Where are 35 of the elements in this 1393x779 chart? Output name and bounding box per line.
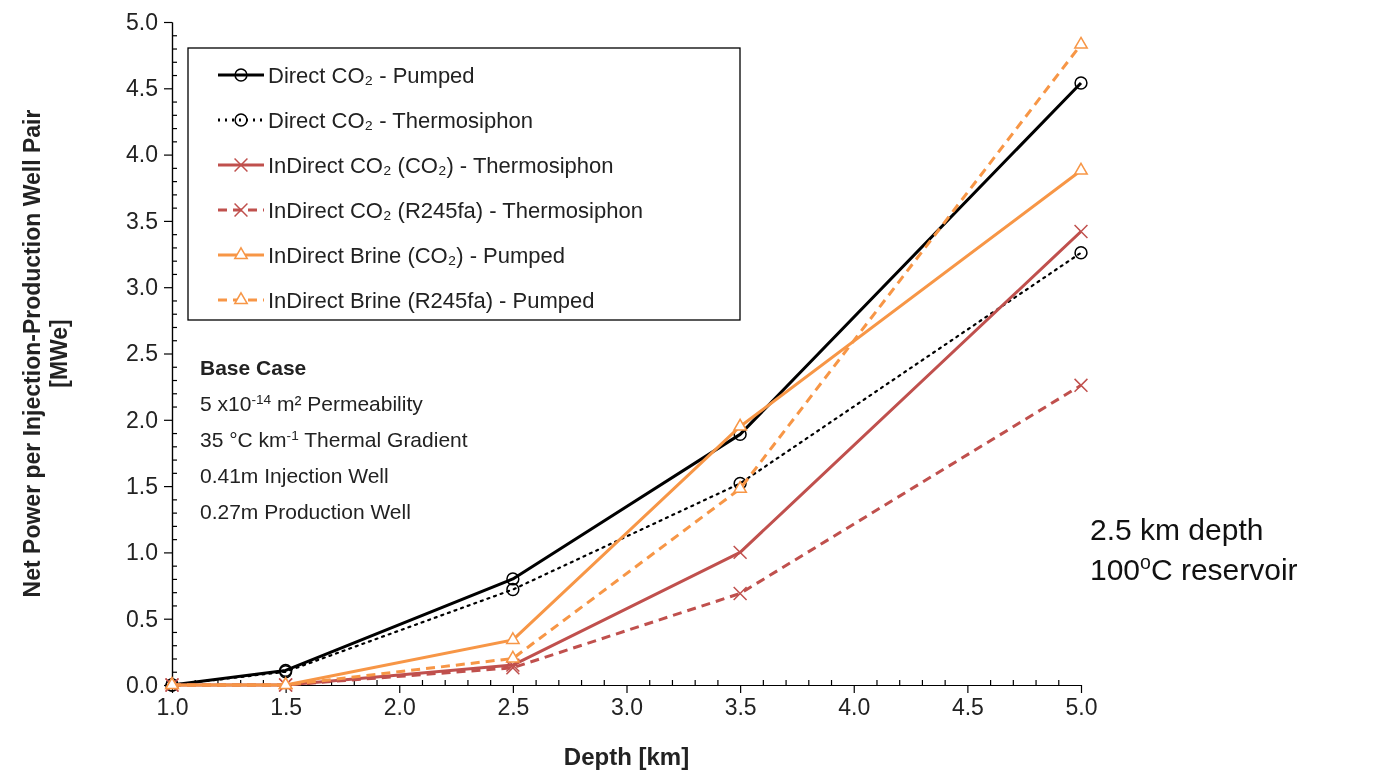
y-tick-label: 3.5 bbox=[126, 207, 158, 234]
annotation: 0.27m Production Well bbox=[200, 500, 411, 523]
legend-label: Direct CO₂ - Pumped bbox=[268, 62, 475, 88]
x-tick-label: 1.5 bbox=[270, 694, 303, 721]
y-tick-label: 1.0 bbox=[126, 539, 158, 566]
x-tick-label: 3.5 bbox=[724, 694, 757, 721]
y-tick-label: 5.0 bbox=[126, 8, 158, 35]
text: 2.5 km depth bbox=[1090, 513, 1264, 546]
x-tick-label: 3.0 bbox=[611, 694, 643, 721]
x-tick-label: 2.0 bbox=[383, 694, 416, 721]
legend-label: InDirect CO₂ (R245fa) - Thermosiphon bbox=[268, 197, 643, 223]
x-tick-label: 4.5 bbox=[951, 694, 984, 721]
x-tick-label: 1.0 bbox=[156, 694, 189, 721]
legend-label: InDirect Brine (R245fa) - Pumped bbox=[268, 287, 595, 313]
legend-label: InDirect CO₂ (CO₂) - Thermosiphon bbox=[268, 152, 614, 178]
y-tick-label: 4.5 bbox=[126, 75, 158, 102]
y-tick-label: 3.0 bbox=[126, 274, 158, 301]
annotation: 0.41m Injection Well bbox=[200, 464, 389, 487]
x-tick-label: 2.5 bbox=[497, 694, 530, 721]
x-tick-label: 5.0 bbox=[1065, 694, 1098, 721]
x-tick-label: 4.0 bbox=[838, 694, 871, 721]
x-axis-title: Depth [km] bbox=[563, 743, 690, 770]
legend-label: Direct CO₂ - Thermosiphon bbox=[268, 107, 533, 133]
y-tick-label: 4.0 bbox=[126, 141, 158, 168]
text: 100$^{o}$C reservoir bbox=[1090, 551, 1298, 586]
annotation: 5 x10$^{-14}$ m² Permeability bbox=[200, 391, 424, 415]
y-tick-label: 2.0 bbox=[126, 406, 158, 433]
annotation: 35 °C km$^{-1}$ Thermal Gradient bbox=[200, 427, 468, 451]
legend-label: InDirect Brine (CO₂) - Pumped bbox=[268, 242, 566, 268]
y-tick-label: 2.5 bbox=[126, 340, 158, 367]
y-axis-title: Net Power per Injection-Production Well Pair [MWe] bbox=[19, 109, 72, 598]
y-tick-label: 0.0 bbox=[126, 671, 158, 698]
annotation: Base Case bbox=[200, 356, 307, 379]
y-tick-label: 0.5 bbox=[126, 605, 158, 632]
y-tick-label: 1.5 bbox=[126, 472, 158, 499]
